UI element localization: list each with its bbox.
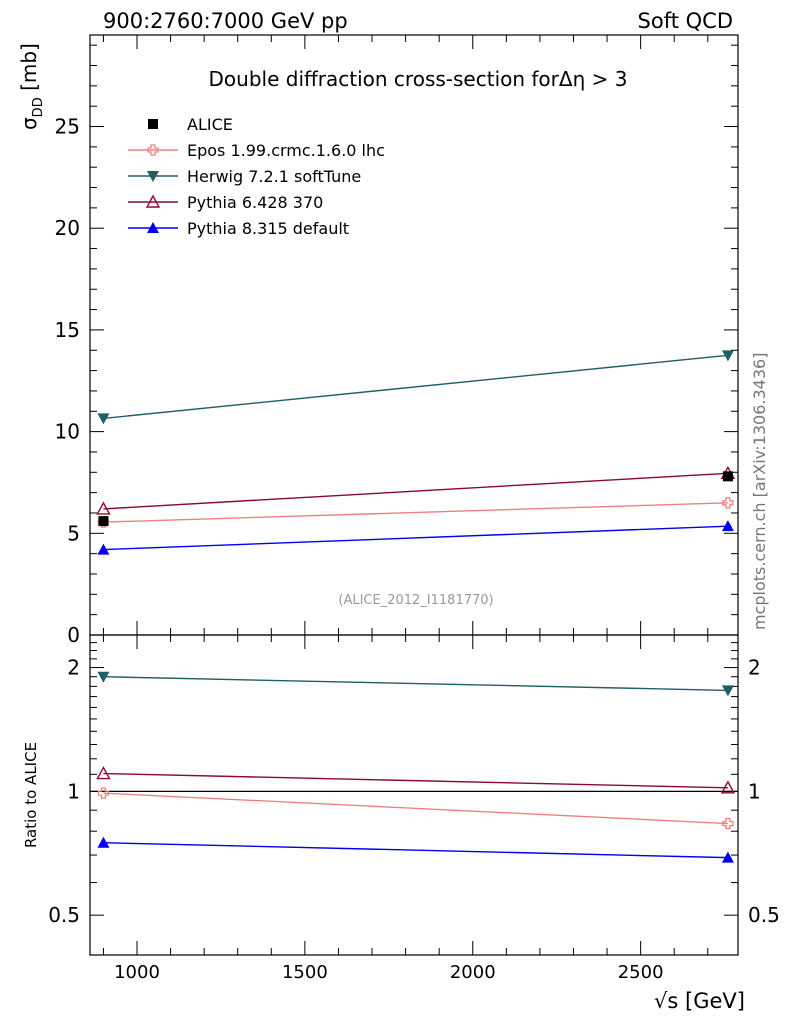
pythia8-line bbox=[103, 525, 728, 551]
pythia8-ratio-line bbox=[103, 842, 728, 859]
y-tick-label-left: 1 bbox=[67, 779, 80, 803]
main-y-axis-label: σDD [mb] bbox=[17, 43, 46, 130]
y-tick-label: 5 bbox=[67, 521, 80, 545]
y-label-unit: [mb] bbox=[17, 43, 41, 97]
x-tick-label: 1000 bbox=[114, 962, 160, 983]
y-tick-label-right: 0.5 bbox=[748, 903, 780, 927]
y-label-symbol: σ bbox=[17, 117, 41, 130]
herwig-point bbox=[97, 413, 110, 425]
y-tick-label-left: 2 bbox=[67, 656, 80, 680]
pythia6-ratio-line bbox=[103, 772, 728, 789]
pythia6-ratio-point bbox=[720, 780, 736, 794]
pythia6-point bbox=[96, 501, 111, 515]
legend-label-alice: ALICE bbox=[187, 115, 233, 134]
y-tick-label: 0 bbox=[67, 623, 80, 647]
y-tick-label-left: 0.5 bbox=[48, 903, 80, 927]
header-right-label: Soft QCD bbox=[638, 9, 733, 33]
legend-marker-pythia6 bbox=[145, 194, 161, 208]
legend-label-pythia6: Pythia 6.428 370 bbox=[187, 193, 323, 212]
ratio-axes: 1000 1500 2000 2500 0.5 0.5 1 1 2 2 bbox=[48, 35, 780, 983]
herwig-ratio-point bbox=[97, 671, 110, 683]
plot-title: Double diffraction cross-section forΔη >… bbox=[209, 67, 628, 91]
pythia8-point bbox=[97, 543, 110, 555]
y-tick-label-right: 2 bbox=[748, 656, 761, 680]
x-axis-label: √s [GeV] bbox=[654, 989, 745, 1013]
legend-marker-epos bbox=[147, 144, 159, 156]
legend-marker-alice bbox=[148, 119, 158, 129]
pythia6-ratio-point bbox=[96, 766, 111, 780]
ratio-plot-frame bbox=[89, 634, 739, 956]
watermark-text: mcplots.cern.ch [arXiv:1306.3436] bbox=[750, 353, 769, 630]
pythia8-ratio-point bbox=[97, 836, 110, 848]
x-tick-label: 2000 bbox=[450, 962, 496, 983]
y-tick-label: 20 bbox=[55, 216, 80, 240]
pythia8-point bbox=[721, 520, 734, 532]
pythia6-line bbox=[103, 472, 728, 510]
y-label-subscript: DD bbox=[31, 97, 46, 117]
y-tick-label: 10 bbox=[55, 420, 80, 444]
alice-data-point bbox=[98, 516, 109, 527]
analysis-reference: (ALICE_2012_I1181770) bbox=[338, 593, 493, 608]
y-tick-label-right: 1 bbox=[748, 779, 761, 803]
ratio-y-axis-label: Ratio to ALICE bbox=[22, 742, 40, 848]
herwig-ratio-point bbox=[721, 685, 734, 697]
x-tick-label: 2500 bbox=[618, 962, 664, 983]
herwig-point bbox=[721, 350, 734, 362]
main-axes: 0 5 10 15 20 25 bbox=[55, 35, 738, 955]
epos-ratio-point bbox=[722, 817, 734, 830]
herwig-ratio-line bbox=[103, 676, 728, 692]
pythia8-ratio-point bbox=[721, 851, 734, 863]
main-series bbox=[96, 350, 736, 555]
legend-marker-herwig bbox=[147, 171, 159, 182]
epos-ratio-point bbox=[97, 787, 110, 799]
epos-ratio-line bbox=[103, 792, 728, 825]
legend-label-pythia8: Pythia 8.315 default bbox=[187, 219, 349, 238]
legend: ALICE Epos 1.99.crmc.1.6.0 lhc Herwig 7.2.… bbox=[128, 115, 385, 238]
epos-point bbox=[722, 497, 734, 509]
legend-label-herwig: Herwig 7.2.1 softTune bbox=[187, 167, 361, 186]
x-tick-label: 1500 bbox=[282, 962, 328, 983]
alice-data-point bbox=[722, 471, 733, 482]
y-tick-label: 25 bbox=[55, 115, 80, 139]
epos-line bbox=[103, 502, 728, 523]
legend-label-epos: Epos 1.99.crmc.1.6.0 lhc bbox=[187, 141, 385, 160]
ratio-series bbox=[96, 671, 736, 863]
legend-marker-pythia8 bbox=[147, 222, 159, 233]
y-tick-label: 15 bbox=[55, 318, 80, 342]
herwig-line bbox=[103, 354, 728, 420]
header-left-label: 900:2760:7000 GeV pp bbox=[103, 9, 348, 33]
